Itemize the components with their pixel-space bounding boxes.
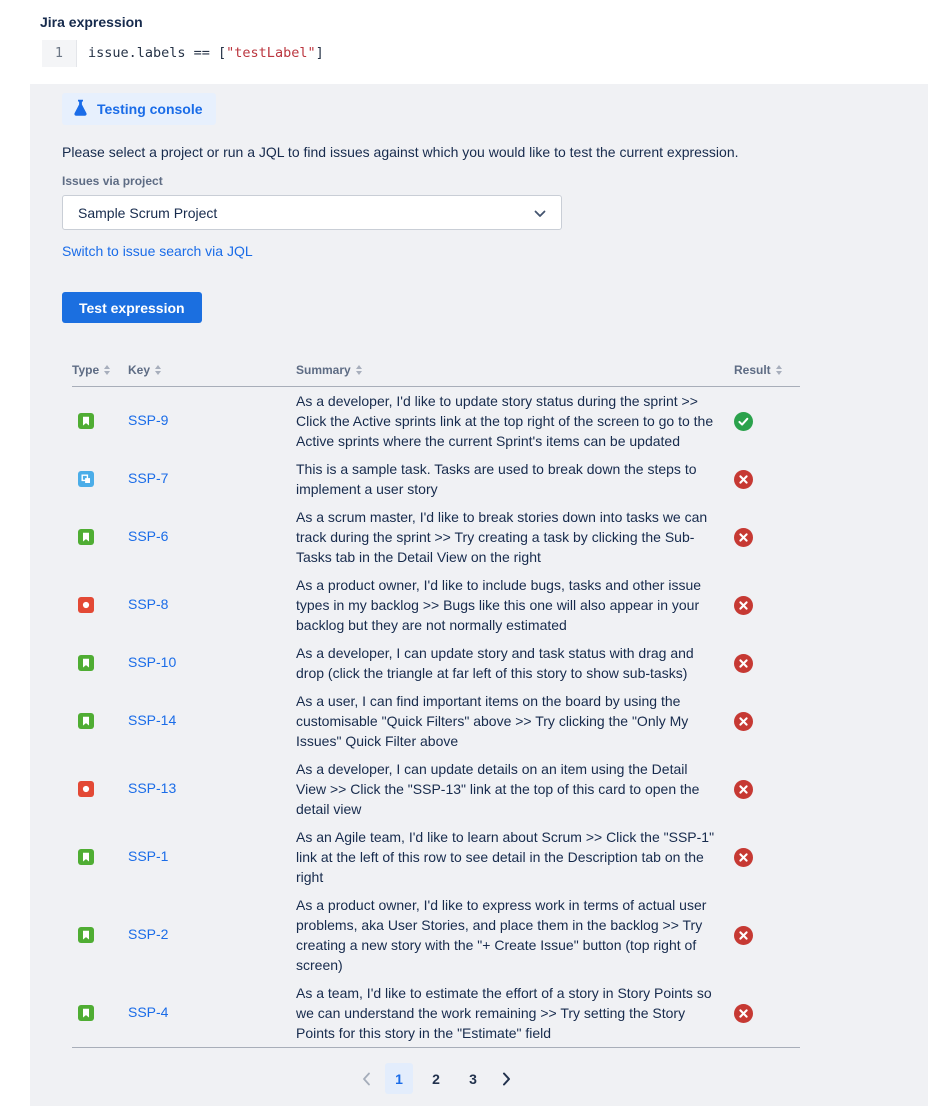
sort-icon (775, 365, 782, 375)
project-select[interactable]: Sample Scrum Project (62, 195, 562, 230)
testing-console-chip: Testing console (62, 93, 216, 125)
issue-summary: This is a sample task. Tasks are used to… (296, 461, 697, 497)
issue-summary: As an Agile team, I'd like to learn abou… (296, 829, 715, 885)
result-fail-icon (734, 527, 753, 547)
table-row: SSP-10 As a developer, I can update stor… (72, 639, 800, 687)
switch-to-jql-link[interactable]: Switch to issue search via JQL (62, 243, 253, 259)
result-fail-icon (734, 847, 753, 867)
issue-summary: As a developer, I'd like to update story… (296, 393, 714, 449)
flask-icon (73, 99, 88, 119)
story-icon (78, 413, 94, 429)
issue-key-link[interactable]: SSP-6 (128, 528, 169, 544)
issues-via-project-label: Issues via project (62, 174, 163, 188)
sort-icon (155, 365, 162, 375)
issue-key-link[interactable]: SSP-14 (128, 712, 177, 728)
issue-summary: As a developer, I can update story and t… (296, 645, 694, 681)
result-fail-icon (734, 1003, 753, 1023)
issue-summary: As a team, I'd like to estimate the effo… (296, 985, 712, 1041)
result-fail-icon (734, 925, 753, 945)
table-row: SSP-6 As a scrum master, I'd like to bre… (72, 503, 800, 571)
table-row: SSP-14 As a user, I can find important i… (72, 687, 800, 755)
code-line: issue.labels == ["testLabel"] (77, 40, 324, 67)
column-header-result[interactable]: Result (720, 363, 800, 377)
bug-icon (78, 597, 94, 613)
result-fail-icon (734, 711, 753, 731)
column-header-label: Summary (296, 363, 351, 377)
story-icon (78, 927, 94, 943)
issue-summary: As a product owner, I'd like to include … (296, 577, 702, 633)
next-page-icon[interactable] (496, 1063, 516, 1094)
result-pass-icon (734, 411, 753, 431)
column-header-label: Key (128, 363, 151, 377)
result-fail-icon (734, 595, 753, 615)
code-line-number: 1 (42, 40, 77, 67)
story-icon (78, 849, 94, 865)
issue-summary: As a user, I can find important items on… (296, 693, 689, 749)
page-button-3[interactable]: 3 (469, 1070, 477, 1087)
chevron-down-icon (534, 205, 546, 221)
project-select-value: Sample Scrum Project (78, 204, 218, 221)
subtask-icon (78, 471, 94, 487)
table-row: SSP-8 As a product owner, I'd like to in… (72, 571, 800, 639)
result-fail-icon (734, 653, 753, 673)
page-buttons: 1 2 3 (385, 1063, 487, 1094)
testing-console-panel: Testing console Please select a project … (30, 84, 928, 1106)
page-button-2[interactable]: 2 (432, 1070, 440, 1087)
code-string-literal: "testLabel" (226, 45, 316, 61)
bug-icon (78, 781, 94, 797)
testing-console-label: Testing console (97, 101, 203, 117)
issue-key-link[interactable]: SSP-9 (128, 412, 169, 428)
result-fail-icon (734, 779, 753, 799)
table-row: SSP-13 As a developer, I can update deta… (72, 755, 800, 823)
code-text: issue.labels == [ (88, 45, 227, 61)
story-icon (78, 655, 94, 671)
console-description: Please select a project or run a JQL to … (62, 144, 739, 160)
sort-icon (355, 365, 362, 375)
table-row: SSP-1 As an Agile team, I'd like to lear… (72, 823, 800, 891)
issue-key-link[interactable]: SSP-8 (128, 596, 169, 612)
issue-key-link[interactable]: SSP-10 (128, 654, 177, 670)
page-title: Jira expression (40, 14, 143, 30)
pagination: 1 2 3 (72, 1063, 800, 1094)
table-row: SSP-2 As a product owner, I'd like to ex… (72, 891, 800, 979)
table-row: SSP-4 As a team, I'd like to estimate th… (72, 979, 800, 1047)
issue-key-link[interactable]: SSP-13 (128, 780, 177, 796)
issue-key-link[interactable]: SSP-4 (128, 1004, 169, 1020)
column-header-key[interactable]: Key (128, 363, 296, 377)
page-button-1[interactable]: 1 (385, 1063, 413, 1094)
code-editor[interactable]: 1 issue.labels == ["testLabel"] (42, 40, 928, 67)
issue-summary: As a scrum master, I'd like to break sto… (296, 509, 708, 565)
table-bottom-divider (72, 1047, 800, 1048)
issue-key-link[interactable]: SSP-7 (128, 470, 169, 486)
issue-key-link[interactable]: SSP-1 (128, 848, 169, 864)
story-icon (78, 1005, 94, 1021)
results-table: Type Key Summary Result SSP-9 As a devel… (72, 363, 800, 1094)
issue-summary: As a developer, I can update details on … (296, 761, 700, 817)
issue-summary: As a product owner, I'd like to express … (296, 897, 707, 973)
table-header-row: Type Key Summary Result (72, 363, 800, 387)
issue-key-link[interactable]: SSP-2 (128, 926, 169, 942)
table-body: SSP-9 As a developer, I'd like to update… (72, 387, 800, 1047)
previous-page-icon[interactable] (356, 1063, 376, 1094)
column-header-summary[interactable]: Summary (296, 363, 720, 377)
sort-icon (104, 365, 111, 375)
column-header-label: Result (734, 363, 771, 377)
story-icon (78, 529, 94, 545)
column-header-type[interactable]: Type (72, 363, 128, 377)
result-fail-icon (734, 469, 753, 489)
story-icon (78, 713, 94, 729)
table-row: SSP-9 As a developer, I'd like to update… (72, 387, 800, 455)
test-expression-button[interactable]: Test expression (62, 292, 202, 323)
column-header-label: Type (72, 363, 100, 377)
table-row: SSP-7 This is a sample task. Tasks are u… (72, 455, 800, 503)
code-text: ] (315, 45, 324, 61)
